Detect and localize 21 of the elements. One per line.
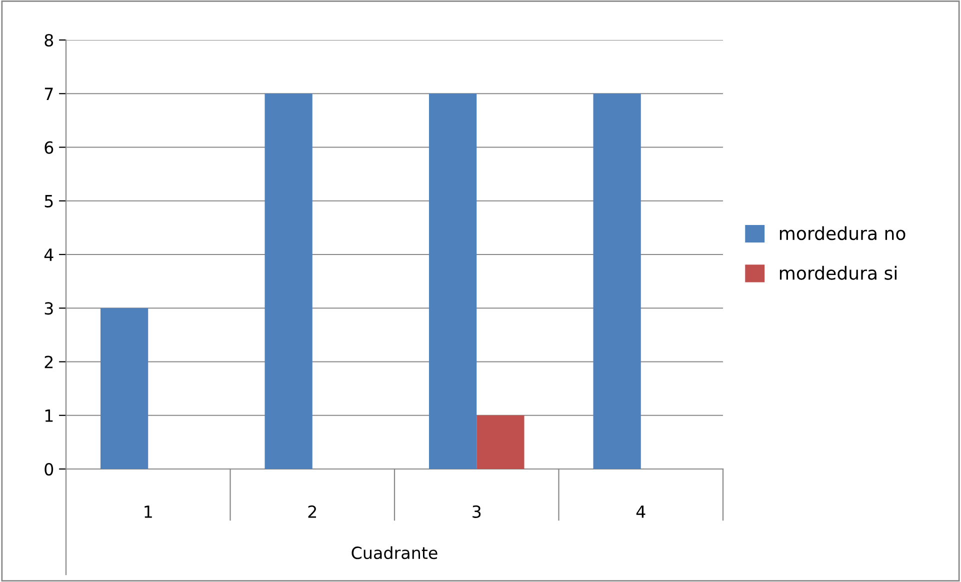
y-tick-label: 5 [44, 195, 53, 208]
y-tick-label: 4 [44, 248, 54, 261]
x-tick-label: 4 [636, 506, 646, 518]
bar [428, 94, 477, 469]
y-tick-label: 7 [44, 88, 53, 100]
y-tick-label: 0 [44, 462, 54, 476]
y-tick-label: 6 [44, 141, 54, 154]
y-tick-label: 1 [45, 410, 53, 422]
bar [476, 415, 524, 469]
x-axis-title: Cuadrante [352, 546, 438, 560]
legend-label: mordedura no [780, 226, 906, 240]
y-tick-label: 2 [44, 356, 53, 368]
x-tick-label: 3 [472, 505, 481, 518]
y-tick-label: 3 [44, 302, 53, 315]
bar [100, 308, 148, 469]
legend-label: mordedura si [780, 266, 896, 280]
x-tick-label: 1 [144, 506, 152, 518]
bar [593, 94, 641, 469]
x-tick-label: 2 [308, 505, 316, 518]
bar [264, 94, 312, 469]
y-tick-label: 8 [44, 34, 54, 47]
